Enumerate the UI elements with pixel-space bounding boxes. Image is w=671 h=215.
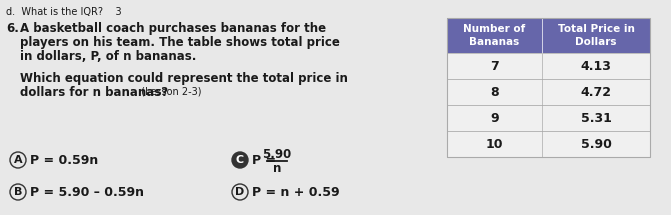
Circle shape	[232, 152, 248, 168]
Text: 4.13: 4.13	[580, 60, 611, 72]
Text: Which equation could represent the total price in: Which equation could represent the total…	[20, 72, 348, 85]
FancyBboxPatch shape	[447, 53, 650, 79]
Text: D: D	[236, 187, 245, 197]
Text: P =: P =	[252, 154, 280, 166]
Text: 8: 8	[491, 86, 499, 98]
Text: 9: 9	[491, 112, 499, 124]
FancyBboxPatch shape	[447, 131, 650, 157]
Text: 5.90: 5.90	[580, 138, 611, 150]
Text: in dollars, P, of n bananas.: in dollars, P, of n bananas.	[20, 50, 197, 63]
Text: n: n	[273, 161, 281, 175]
Text: 5.31: 5.31	[580, 112, 611, 124]
Text: Number of
Bananas: Number of Bananas	[464, 24, 525, 47]
Text: 5.90: 5.90	[262, 149, 292, 161]
Text: Total Price in
Dollars: Total Price in Dollars	[558, 24, 635, 47]
FancyBboxPatch shape	[447, 105, 650, 131]
FancyBboxPatch shape	[447, 18, 650, 53]
FancyBboxPatch shape	[447, 79, 650, 105]
Text: 10: 10	[486, 138, 503, 150]
Text: 7: 7	[490, 60, 499, 72]
Text: A: A	[13, 155, 22, 165]
Text: 6.: 6.	[6, 22, 19, 35]
Text: P = n + 0.59: P = n + 0.59	[252, 186, 340, 198]
Text: dollars for n bananas?: dollars for n bananas?	[20, 86, 168, 99]
Text: A basketball coach purchases bananas for the: A basketball coach purchases bananas for…	[20, 22, 326, 35]
Text: 4.72: 4.72	[580, 86, 611, 98]
Text: players on his team. The table shows total price: players on his team. The table shows tot…	[20, 36, 340, 49]
Text: B: B	[14, 187, 22, 197]
Text: C: C	[236, 155, 244, 165]
Text: P = 0.59n: P = 0.59n	[30, 154, 98, 166]
Text: P = 5.90 – 0.59n: P = 5.90 – 0.59n	[30, 186, 144, 198]
Text: d.  What is the IQR?    3: d. What is the IQR? 3	[6, 7, 121, 17]
Text: (Lesson 2-3): (Lesson 2-3)	[138, 86, 201, 96]
